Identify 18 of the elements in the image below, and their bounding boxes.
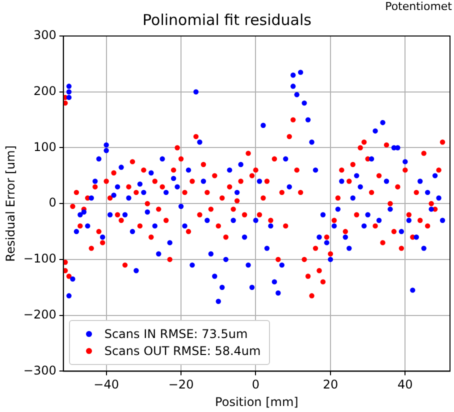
legend-label: Scans OUT RMSE: 58.4um (104, 344, 261, 358)
y-tick-label: −200 (23, 307, 56, 322)
x-tick-label: 40 (398, 378, 413, 392)
x-tick-label: −40 (94, 378, 119, 392)
x-tick-label: 20 (322, 378, 338, 392)
x-tick-label: −20 (168, 378, 194, 392)
y-tick-label: −300 (23, 363, 56, 378)
y-tick-label: 300 (33, 28, 56, 42)
y-axis-title: Residual Error [um] (3, 145, 18, 262)
y-tick-label: −100 (23, 252, 56, 266)
legend-label: Scans IN RMSE: 73.5um (104, 327, 248, 342)
y-tick-label: 200 (33, 84, 56, 98)
chart-title: Polinomial fit residuals (142, 10, 312, 29)
x-tick-label: 0 (252, 378, 260, 392)
y-tick-label: 100 (33, 140, 56, 154)
x-axis-title: Position [mm] (215, 394, 298, 409)
text: Potentiomet (385, 0, 452, 13)
y-tick-label: 0 (48, 196, 56, 210)
